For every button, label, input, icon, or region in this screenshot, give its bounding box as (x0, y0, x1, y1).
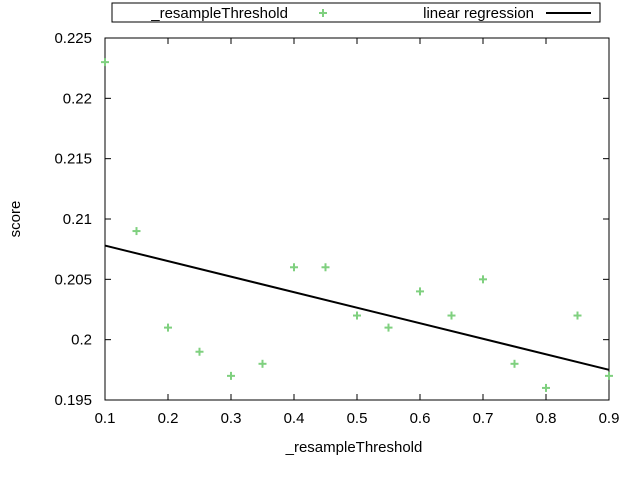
y-tick-label: 0.215 (54, 151, 92, 168)
data-point (290, 263, 298, 272)
data-point (101, 58, 109, 67)
regression-line (104, 244, 610, 371)
legend-plus-marker (319, 9, 327, 17)
data-point (479, 275, 487, 284)
x-axis-label: _resampleThreshold (285, 439, 423, 456)
legend-label-regression: linear regression (423, 5, 534, 22)
x-tick-label: 0.1 (95, 410, 116, 427)
data-point (573, 311, 582, 320)
x-tick-label: 0.3 (221, 410, 242, 427)
x-tick-label: 0.2 (158, 410, 179, 427)
x-tick-labels: 0.1 0.2 0.3 0.4 0.5 0.6 0.7 0.8 0.9 (95, 410, 620, 427)
y-tick-label: 0.225 (54, 30, 92, 47)
data-point (353, 311, 361, 320)
y-tick-label: 0.22 (63, 90, 92, 107)
y-tick-label: 0.205 (54, 271, 92, 288)
axis-ticks (104, 37, 610, 401)
legend-label-scatter: _resampleThreshold (150, 5, 288, 22)
data-point (416, 287, 424, 296)
legend-marker-scatter (319, 9, 327, 17)
data-point (321, 263, 330, 272)
data-point (164, 323, 172, 332)
y-axis-label: score (7, 201, 24, 238)
x-tick-label: 0.4 (284, 410, 305, 427)
y-tick-label: 0.2 (71, 332, 92, 349)
data-point (542, 383, 550, 392)
y-tick-label: 0.195 (54, 392, 92, 409)
series-layer (101, 58, 613, 392)
x-tick-label: 0.9 (599, 410, 620, 427)
data-point (447, 311, 456, 320)
data-point (227, 371, 235, 380)
data-point (510, 359, 519, 368)
plot-frame (104, 37, 610, 401)
legend: _resampleThreshold linear regression (111, 2, 601, 23)
data-point (132, 227, 141, 236)
x-tick-label: 0.6 (410, 410, 431, 427)
x-tick-label: 0.8 (536, 410, 557, 427)
y-tick-labels: 0.195 0.2 0.205 0.21 0.215 0.22 0.225 (54, 30, 92, 409)
data-point (195, 347, 204, 356)
data-point (384, 323, 393, 332)
y-tick-label: 0.21 (63, 211, 92, 228)
data-point (258, 359, 267, 368)
legend-box (111, 2, 601, 23)
x-tick-label: 0.5 (347, 410, 368, 427)
data-point (605, 371, 613, 380)
x-tick-label: 0.7 (473, 410, 494, 427)
